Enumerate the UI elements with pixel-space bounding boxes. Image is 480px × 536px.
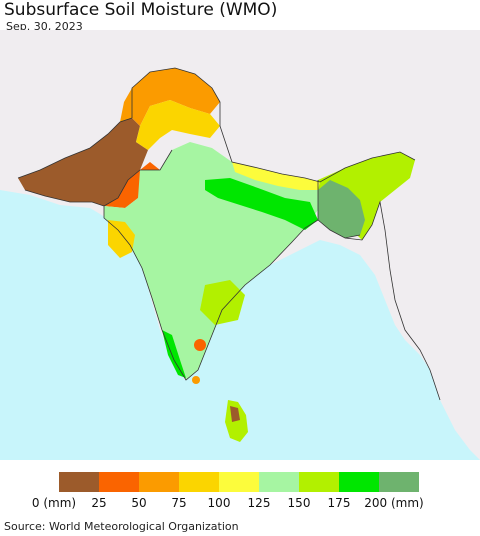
legend-swatch-3	[179, 472, 219, 492]
map-title: Subsurface Soil Moisture (WMO)	[4, 0, 278, 20]
region-sri-lanka-dry	[230, 406, 240, 422]
spot-south-orange	[192, 376, 200, 384]
source-credit: Source: World Meteorological Organizatio…	[4, 520, 239, 533]
legend-swatch-2	[139, 472, 179, 492]
legend-label-3: 75	[171, 496, 187, 510]
coastline	[24, 189, 441, 401]
legend-label-4: 100	[207, 496, 231, 510]
region-bangladesh	[318, 180, 365, 238]
legend-swatch-8	[379, 472, 419, 492]
country-borders	[17, 67, 416, 239]
region-west-coast	[162, 330, 186, 378]
legend-swatch-4	[219, 472, 259, 492]
legend-swatch-1	[99, 472, 139, 492]
region-central-yg	[200, 280, 245, 325]
soil-moisture-map	[0, 30, 480, 460]
region-pakistan-dry	[18, 118, 148, 206]
region-gujarat-yellow	[108, 220, 135, 258]
legend-label-5: 125	[247, 496, 271, 510]
legend-swatch-5	[259, 472, 299, 492]
region-kashmir-orange	[120, 68, 220, 126]
region-north-yellow	[136, 100, 220, 150]
legend-label-6: 150	[287, 496, 311, 510]
legend-swatch-6	[299, 472, 339, 492]
region-gangetic-green	[205, 178, 318, 230]
legend-label-2: 50	[131, 496, 147, 510]
legend-swatch-0	[59, 472, 99, 492]
legend-labels: 0 (mm) 25 50 75 100 125 150 175 200 (mm)	[0, 496, 480, 512]
region-northeast	[318, 152, 415, 240]
legend-swatch-7	[339, 472, 379, 492]
color-legend	[59, 472, 419, 492]
map-date: Sep. 30, 2023	[6, 20, 83, 33]
legend-label-8: 200 (mm)	[364, 496, 424, 510]
legend-label-0: 0 (mm)	[31, 496, 77, 510]
region-nepal	[232, 162, 320, 190]
legend-label-7: 175	[327, 496, 351, 510]
spot-deccan-orange	[194, 339, 206, 351]
legend-label-1: 25	[91, 496, 107, 510]
